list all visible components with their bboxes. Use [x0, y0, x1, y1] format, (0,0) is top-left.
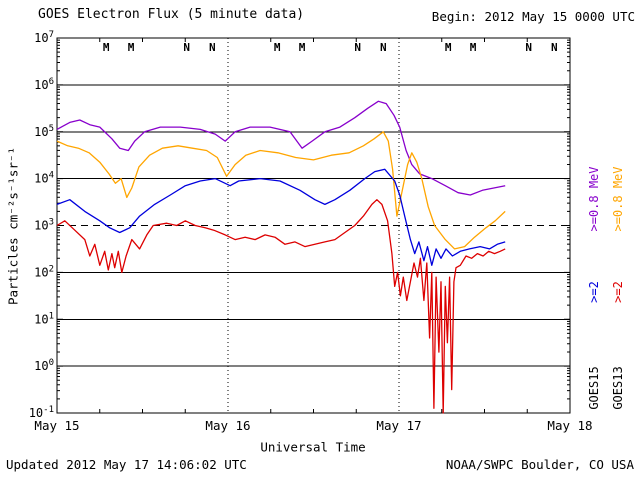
noon-midnight-marker: M: [470, 41, 477, 54]
noon-midnight-marker: N: [354, 41, 361, 54]
y-tick-label: 107: [34, 30, 54, 45]
x-tick-label: May 15: [34, 418, 79, 433]
series-line-goes13-2-mev: [56, 199, 506, 414]
y-tick-label: 105: [34, 124, 54, 139]
noon-midnight-marker: M: [128, 41, 135, 54]
x-tick-label: May 17: [376, 418, 421, 433]
series-line-goes15-0-8-mev: [56, 100, 506, 196]
series-line-goes13-0-8-mev: [56, 131, 506, 250]
legend-goes15-satellite-label: GOES15: [587, 366, 601, 410]
legend-goes13-e2-label: >=2: [611, 281, 625, 303]
series-line-goes15-2-mev: [56, 168, 506, 266]
x-tick-label: May 16: [205, 418, 250, 433]
noon-midnight-marker: M: [274, 41, 281, 54]
y-tick-label: 104: [34, 171, 54, 186]
y-tick-label: 100: [34, 358, 54, 373]
chart-title: GOES Electron Flux (5 minute data): [38, 7, 305, 22]
updated-timestamp: Updated 2012 May 17 14:06:02 UTC: [6, 457, 247, 472]
legend-goes13-e08-label: >=0.8 MeV: [611, 166, 625, 232]
noon-midnight-marker: N: [209, 41, 216, 54]
legend-goes15-e08-label: >=0.8 MeV: [587, 166, 601, 232]
y-tick-label: 106: [34, 77, 54, 92]
noon-midnight-marker: N: [551, 41, 558, 54]
noon-midnight-marker: M: [103, 41, 110, 54]
noon-midnight-marker: N: [183, 41, 190, 54]
source-credit: NOAA/SWPC Boulder, CO USA: [445, 457, 634, 472]
noon-midnight-marker: M: [299, 41, 306, 54]
y-tick-label: 102: [34, 264, 54, 279]
begin-timestamp: Begin: 2012 May 15 0000 UTC: [431, 9, 635, 24]
x-axis-title: Universal Time: [260, 439, 366, 455]
y-tick-label: 101: [34, 311, 54, 326]
y-tick-label: 103: [34, 218, 54, 233]
legend-goes13-satellite-label: GOES13: [611, 366, 625, 410]
noon-midnight-marker: N: [380, 41, 387, 54]
noon-midnight-marker: M: [445, 41, 452, 54]
y-axis-title: Particles cm⁻²s⁻¹sr⁻¹: [5, 146, 21, 306]
noon-midnight-marker: N: [525, 41, 532, 54]
legend-goes15-e2-label: >=2: [587, 281, 601, 303]
x-tick-label: May 18: [547, 418, 592, 433]
y-tick-label: 10-1: [29, 405, 54, 420]
